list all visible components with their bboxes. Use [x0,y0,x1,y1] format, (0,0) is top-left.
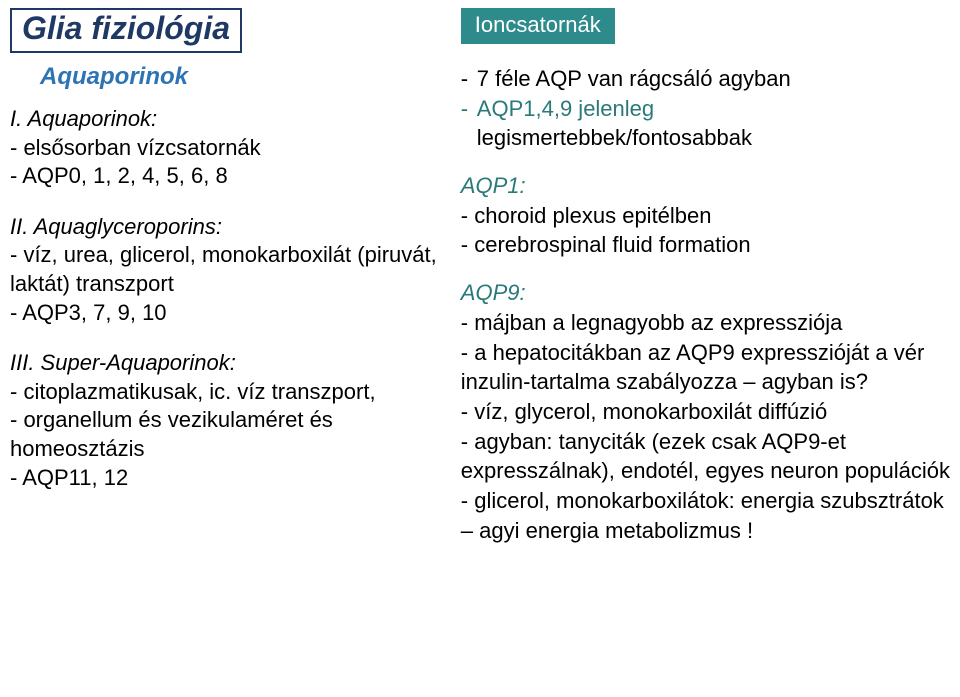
top-l2b-text: legismertebbek/fontosabbak [477,125,752,150]
aqp1-head-text: AQP1: [461,173,526,198]
aqp1-l1: - choroid plexus epitélben [461,201,960,231]
aqp1-head: AQP1: [461,171,960,201]
sec1-line1: - elsősorban vízcsatornák [10,135,261,160]
sec2-line1: - víz, urea, glicerol, monokarboxilát (p… [10,242,437,296]
aqp9-l4: - agyban: tanyciták (ezek csak AQP9-et e… [461,427,960,486]
top-l1-text: 7 féle AQP van rágcsáló agyban [477,66,791,91]
right-column: Ioncsatornák -7 féle AQP van rágcsáló ag… [461,0,960,697]
sec1-line2: - AQP0, 1, 2, 4, 5, 6, 8 [10,163,228,188]
top-line-1: -7 féle AQP van rágcsáló agyban [461,64,960,94]
section-1: I. Aquaporinok: - elsősorban vízcsatorná… [10,105,451,191]
aquaporinok-subhead: Aquaporinok [40,63,451,91]
top-line-2b: legismertebbek/fontosabbak [461,123,960,153]
section-3-lead: III. Super-Aquaporinok: [10,350,236,375]
aqp9-l1: - májban a legnagyobb az expressziója [461,308,960,338]
aqp9-l3: - víz, glycerol, monokarboxilát diffúzió [461,397,960,427]
aqp9-l5: - glicerol, monokarboxilátok: energia sz… [461,486,960,545]
sec3-line3: - AQP11, 12 [10,465,128,490]
main-title-box: Glia fiziológia [10,8,242,53]
aqp149-text: AQP1,4,9 jelenleg [477,96,654,121]
section-3: III. Super-Aquaporinok: - citoplazmatiku… [10,349,451,492]
sec2-line2: - AQP3, 7, 9, 10 [10,300,167,325]
aqp9-l2: - a hepatocitákban az AQP9 expresszióját… [461,338,960,397]
section-2-lead: II. Aquaglyceroporins: [10,214,222,239]
top-line-2: -AQP1,4,9 jelenleg [461,94,960,124]
section-2: II. Aquaglyceroporins: - víz, urea, glic… [10,213,451,327]
aqp9-head-text: AQP9: [461,280,526,305]
aqp1-l2: - cerebrospinal fluid formation [461,230,960,260]
ioncsatornak-tag: Ioncsatornák [461,8,615,44]
sec3-line2: - organellum és vezikulaméret és homeosz… [10,407,333,461]
left-column: Glia fiziológia Aquaporinok I. Aquaporin… [0,0,461,697]
teal-dash: - [461,94,477,124]
slide: Glia fiziológia Aquaporinok I. Aquaporin… [0,0,960,697]
aqp9-head: AQP9: [461,278,960,308]
sec3-line1: - citoplazmatikusak, ic. víz transzport, [10,379,376,404]
section-1-lead: I. Aquaporinok: [10,106,157,131]
